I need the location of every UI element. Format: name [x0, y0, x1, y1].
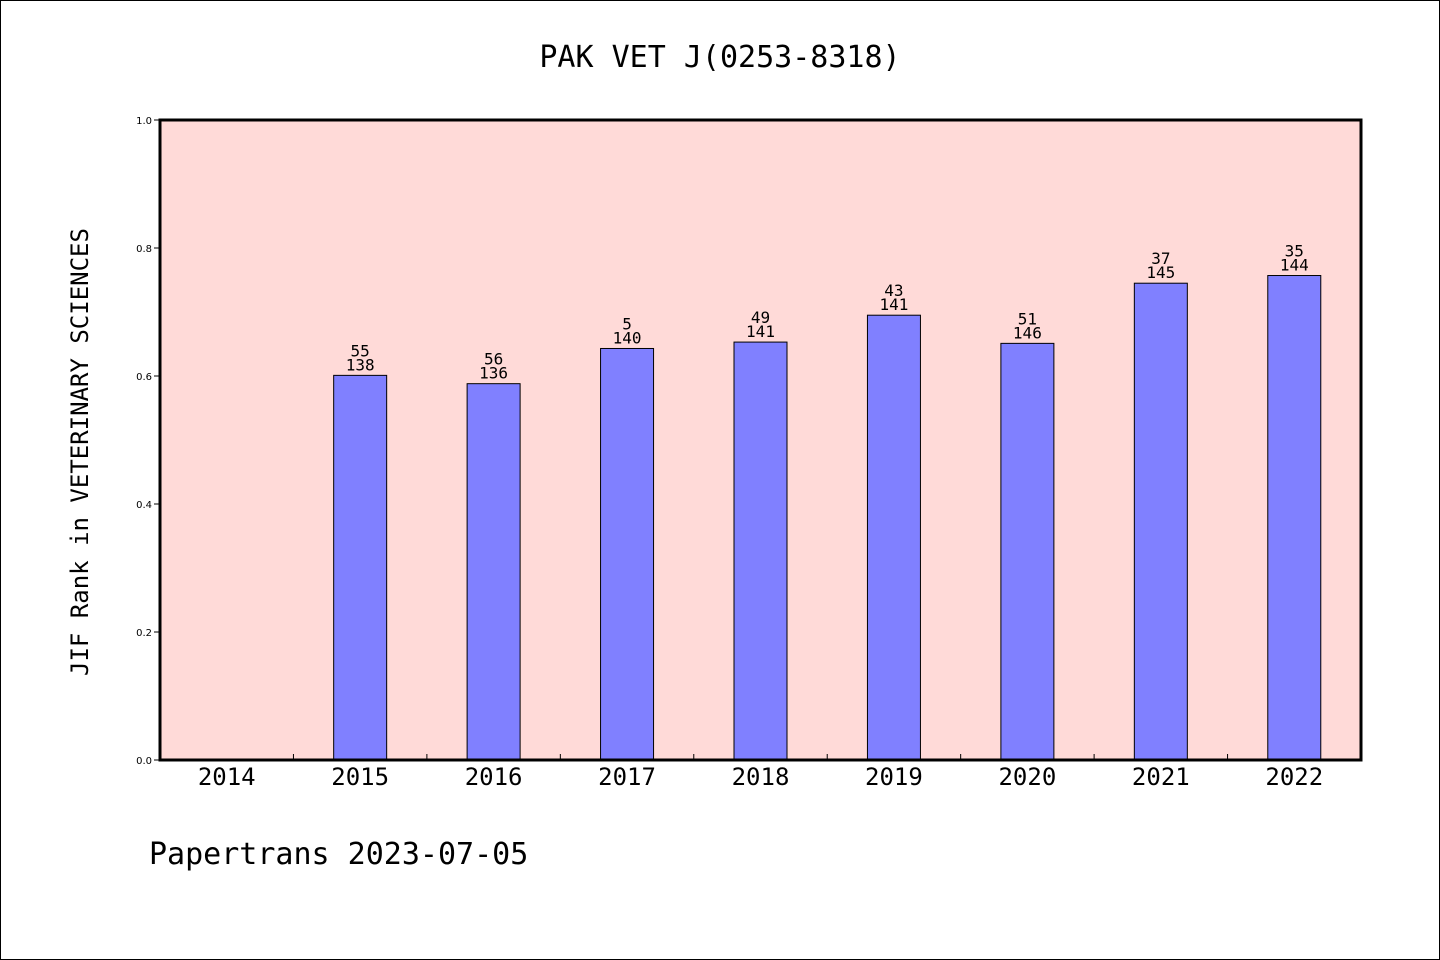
chart-title: PAK VET J(0253-8318) — [539, 40, 900, 75]
bar-rank-label: 35 — [1285, 242, 1304, 261]
bars — [333, 275, 1322, 761]
bar-rank-label: 43 — [884, 281, 903, 300]
y-tick-label: 1.0 — [136, 116, 152, 127]
y-tick-label: 0.4 — [136, 500, 152, 511]
bar-2021 — [1133, 282, 1188, 761]
bar-rank-label: 37 — [1151, 249, 1170, 268]
x-tick-label: 2015 — [331, 763, 389, 791]
x-tick-label: 2020 — [998, 763, 1056, 791]
y-tick-label: 0.2 — [136, 628, 152, 639]
bar-rank-label: 56 — [484, 350, 503, 369]
bar-2019 — [866, 314, 921, 761]
x-tick-label: 2014 — [198, 763, 256, 791]
bar-rank-label: 49 — [751, 308, 770, 327]
bar-total-label: 136 — [479, 364, 508, 383]
x-tick-label: 2019 — [865, 763, 923, 791]
bar-2020 — [1000, 342, 1055, 761]
y-tick-label: 0.0 — [136, 756, 152, 767]
bar-total-label: 140 — [613, 328, 642, 347]
bar-rank-label: 55 — [351, 341, 370, 360]
bar-total-label: 138 — [346, 355, 375, 374]
x-tick-label: 2018 — [732, 763, 790, 791]
bar-total-label: 141 — [879, 295, 908, 314]
bar-2022 — [1267, 275, 1322, 761]
bar-rank-label: 51 — [1018, 309, 1037, 328]
bar-2017 — [600, 347, 655, 761]
bar-2015 — [333, 374, 388, 761]
plot-frame — [158, 118, 1363, 762]
bar-total-label: 146 — [1013, 323, 1042, 342]
bar-total-label: 144 — [1280, 256, 1309, 275]
footer-credit: Papertrans 2023-07-05 — [149, 837, 528, 872]
bar-2016 — [466, 383, 521, 761]
y-tick-label: 0.8 — [136, 244, 152, 255]
x-tick-label: 2021 — [1132, 763, 1190, 791]
x-tick-label: 2016 — [465, 763, 523, 791]
bar-rank-label: 5 — [622, 314, 632, 333]
bar-2018 — [733, 341, 788, 761]
x-tick-label: 2022 — [1265, 763, 1323, 791]
bar-total-label: 141 — [746, 322, 775, 341]
y-axis-label: JIF Rank in VETERINARY SCIENCES — [66, 228, 94, 676]
y-tick-label: 0.6 — [136, 372, 152, 383]
x-tick-label: 2017 — [598, 763, 656, 791]
x-axis-ticks: 2014 2015 2016 2017 2018 2019 2020 2021 2022 — [198, 754, 1323, 791]
bar-total-label: 145 — [1146, 263, 1175, 282]
